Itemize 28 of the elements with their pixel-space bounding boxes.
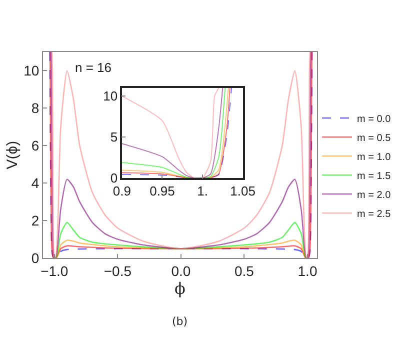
x-axis-title: ϕ: [174, 278, 186, 298]
legend-label: m = 0.5: [357, 132, 392, 144]
x-tick-label: −0.5: [104, 262, 132, 279]
y-axis-title: V(ϕ): [4, 140, 21, 170]
x-tick-label: 1.0: [298, 262, 318, 279]
x-tick-label: 0.0: [171, 262, 191, 279]
legend-label: m = 2.5: [357, 208, 392, 220]
y-tick-label: 6: [31, 138, 40, 154]
x-tick-label: 1.05: [230, 183, 256, 198]
legend-label: m = 0.0: [357, 114, 392, 125]
y-tick-label: 8: [31, 100, 40, 116]
y-tick-label: 0: [31, 250, 40, 266]
legend-label: m = 1.5: [357, 170, 392, 182]
x-tick-label: 1.: [197, 183, 208, 198]
y-tick-label: 10: [103, 88, 118, 104]
x-tick-label: −1.0: [40, 262, 68, 279]
y-tick-label: 10: [24, 62, 40, 79]
legend-label: m = 1.0: [357, 152, 392, 163]
annotation: n = 16: [75, 60, 112, 75]
y-tick-label: 0: [110, 170, 118, 186]
x-tick-label: 0.95: [150, 183, 175, 198]
y-tick-label: 4: [31, 174, 40, 191]
y-tick-label: 5: [110, 130, 118, 145]
x-tick-label: 0.9: [112, 183, 132, 198]
y-tick-label: 2: [31, 212, 40, 228]
x-tick-label: 0.5: [234, 262, 254, 279]
legend-label: m = 2.0: [357, 190, 392, 201]
text: (b): [172, 315, 188, 328]
